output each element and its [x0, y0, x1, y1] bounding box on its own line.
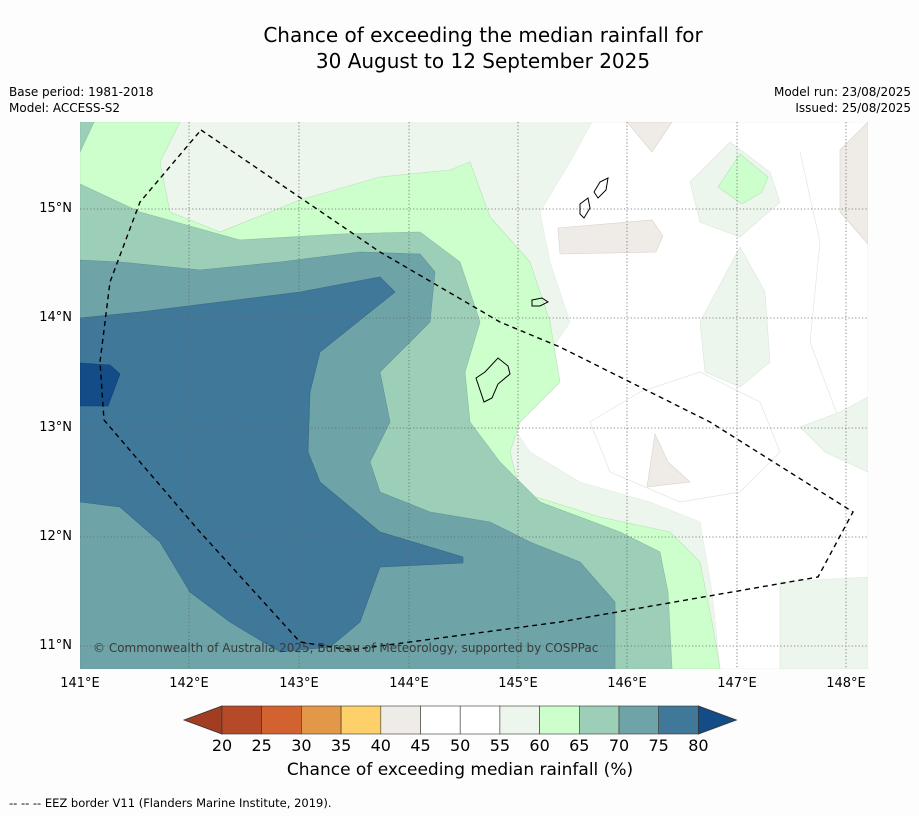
colorbar-tick: 60 [529, 736, 550, 755]
lon-tick: 144°E [389, 676, 429, 691]
meta-right: Model run: 23/08/2025 Issued: 25/08/2025 [774, 84, 911, 116]
island-guam [475, 357, 511, 403]
colorbar-cell [380, 705, 421, 735]
colorbar-cell [499, 705, 540, 735]
band-50-55 [509, 122, 868, 669]
colorbar-cell [221, 705, 263, 735]
colorbar-cell [578, 705, 620, 735]
title-line-1: Chance of exceeding the median rainfall … [263, 23, 703, 47]
band-50-55-inner [589, 371, 781, 503]
colorbar [182, 705, 738, 735]
lon-tick: 146°E [607, 676, 647, 691]
island-tinian [579, 197, 591, 219]
colorbar-tick: 45 [410, 736, 431, 755]
title-line-2: 30 August to 12 September 2025 [315, 49, 651, 73]
band-60-65-ne [717, 153, 769, 205]
band-55-60-mid [699, 246, 771, 388]
rainfall-map [80, 122, 868, 669]
islands [475, 177, 609, 403]
colorbar-cell [658, 705, 699, 735]
colorbar-tick: 40 [370, 736, 391, 755]
lat-tick: 12°N [39, 529, 72, 544]
eez-border [99, 129, 854, 651]
band-55-60-east [799, 396, 868, 473]
colorbar-extend-low [182, 705, 223, 735]
colorbar-tick: 25 [251, 736, 272, 755]
lon-tick: 148°E [826, 676, 866, 691]
lat-tick: 14°N [39, 310, 72, 325]
model-run: Model run: 23/08/2025 [773, 85, 911, 99]
colorbar-tick: 30 [291, 736, 312, 755]
colorbar-cell [539, 705, 580, 735]
colorbar-extend-high [698, 705, 738, 735]
band-45-50-center [557, 219, 664, 255]
band-75-80 [80, 276, 464, 653]
colorbar-cell [340, 705, 382, 735]
lat-tick: 11°N [39, 638, 72, 653]
gridlines [80, 122, 868, 669]
colorbar-tick: 55 [489, 736, 511, 755]
lon-tick: 142°E [169, 676, 209, 691]
colorbar-tick: 70 [608, 736, 630, 755]
meta-left: Base period: 1981-2018 Model: ACCESS-S2 [9, 84, 154, 116]
band-45-50-south [646, 432, 691, 488]
chart-title: Chance of exceeding the median rainfall … [0, 22, 919, 74]
island-rota [531, 297, 549, 307]
map-panel [80, 122, 868, 669]
colorbar-tick: 50 [450, 736, 471, 755]
island-saipan [593, 177, 609, 199]
band-45-50-east [839, 122, 868, 245]
issued-date: Issued: 25/08/2025 [795, 101, 911, 115]
lat-tick: 13°N [39, 420, 72, 435]
colorbar-tick: 65 [569, 736, 590, 755]
lon-tick: 147°E [717, 676, 757, 691]
band-45-50-north [626, 122, 673, 153]
lon-tick: 141°E [60, 676, 100, 691]
colorbar-cell [301, 705, 342, 735]
colorbar-cell [261, 705, 302, 735]
band-80-plus [80, 362, 121, 407]
colorbar-tick: 75 [648, 736, 669, 755]
footnote: -- -- -- EEZ border V11 (Flanders Marine… [9, 796, 332, 810]
band-55-60-se [779, 576, 868, 669]
colorbar-cell [459, 705, 501, 735]
colorbar-tick: 80 [688, 736, 709, 755]
colorbar-cell [420, 705, 461, 735]
colorbar-cell [618, 705, 660, 735]
model-name: Model: ACCESS-S2 [9, 101, 121, 115]
colorbar-tick: 35 [330, 736, 352, 755]
colorbar-label: Chance of exceeding median rainfall (%) [286, 760, 634, 780]
lon-tick: 143°E [279, 676, 319, 691]
lon-tick: 145°E [498, 676, 538, 691]
copyright-text: © Commonwealth of Australia 2025, Bureau… [93, 641, 599, 655]
lat-tick: 15°N [39, 201, 72, 216]
colorbar-tick: 20 [211, 736, 233, 755]
base-period: Base period: 1981-2018 [9, 85, 154, 99]
